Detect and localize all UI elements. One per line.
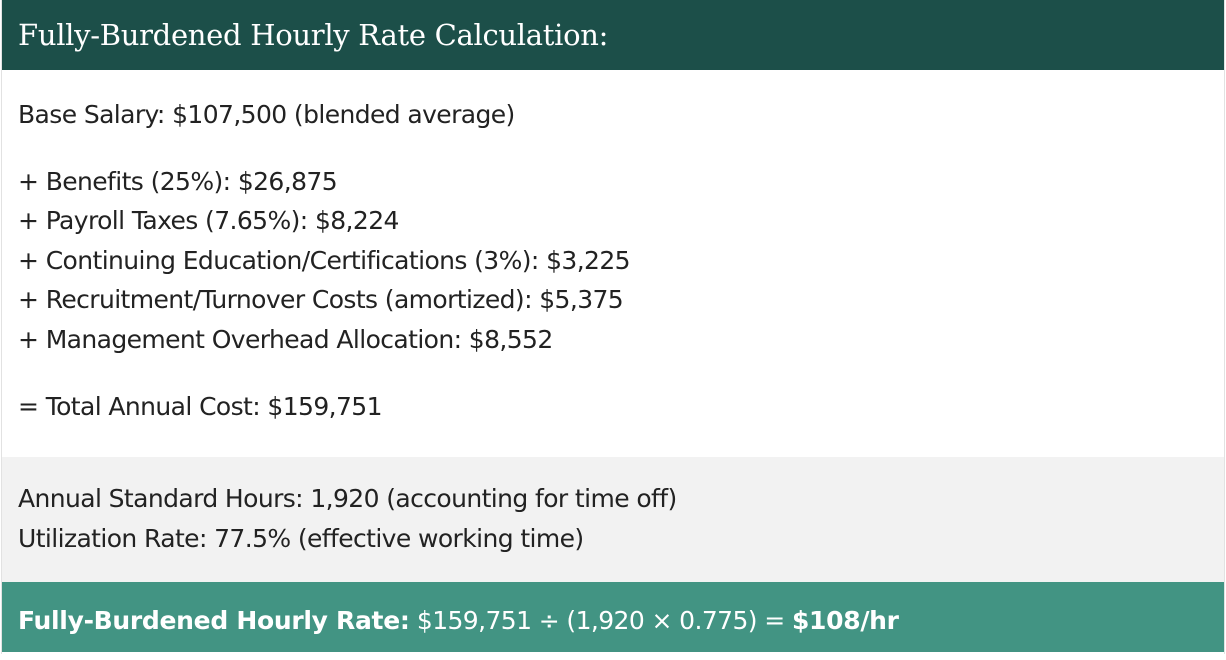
card-header: Fully-Burdened Hourly Rate Calculation: bbox=[2, 0, 1224, 70]
recruitment-line: + Recruitment/Turnover Costs (amortized)… bbox=[18, 285, 624, 314]
continuing-education-line: + Continuing Education/Certifications (3… bbox=[18, 246, 631, 275]
assumptions-section: Annual Standard Hours: 1,920 (accounting… bbox=[2, 457, 1224, 582]
calculation-section: Base Salary: $107,500 (blended average) … bbox=[2, 70, 1224, 457]
result-value: $108/hr bbox=[791, 606, 899, 635]
utilization-rate-line: Utilization Rate: 77.5% (effective worki… bbox=[18, 524, 584, 553]
benefits-line: + Benefits (25%): $26,875 bbox=[18, 167, 338, 196]
result-label: Fully-Burdened Hourly Rate: bbox=[18, 606, 410, 635]
card-title: Fully-Burdened Hourly Rate Calculation: bbox=[18, 18, 609, 52]
result-formula: $159,751 ÷ (1,920 × 0.775) = bbox=[409, 606, 792, 635]
total-annual-cost-line: = Total Annual Cost: $159,751 bbox=[18, 392, 383, 421]
result-bar: Fully-Burdened Hourly Rate: $159,751 ÷ (… bbox=[2, 582, 1224, 652]
annual-hours-line: Annual Standard Hours: 1,920 (accounting… bbox=[18, 484, 677, 513]
base-salary-line: Base Salary: $107,500 (blended average) bbox=[18, 100, 515, 129]
management-overhead-line: + Management Overhead Allocation: $8,552 bbox=[18, 325, 553, 354]
payroll-taxes-line: + Payroll Taxes (7.65%): $8,224 bbox=[18, 206, 399, 235]
